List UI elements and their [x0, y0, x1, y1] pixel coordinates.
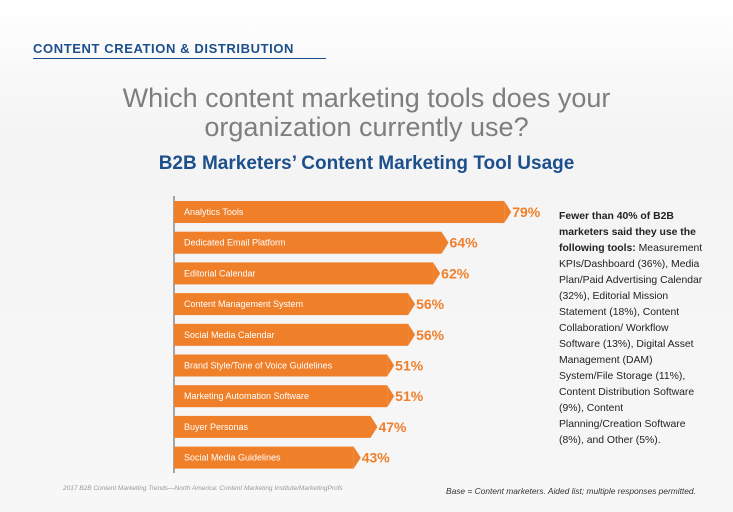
bars-group: Analytics Tools 79% Dedicated Email Platfo… — [174, 201, 541, 469]
bar-value-label: 79% — [512, 204, 541, 220]
bar — [174, 446, 354, 469]
bar-arrow — [504, 201, 512, 223]
bar — [174, 201, 505, 223]
bar-category-label: Social Media Guidelines — [184, 453, 281, 463]
bar — [174, 262, 434, 285]
bar — [174, 354, 388, 377]
bar-value-label: 62% — [441, 265, 470, 281]
bar — [174, 293, 409, 316]
note-panel: Fewer than 40% of B2B marketers said the… — [559, 209, 704, 449]
bar-category-label: Dedicated Email Platform — [184, 238, 286, 248]
section-rule — [33, 58, 326, 59]
bar-value-label: 64% — [450, 235, 479, 251]
bar-arrow — [441, 231, 449, 254]
bar-value-label: 51% — [395, 388, 424, 404]
bar-category-label: Content Management System — [184, 299, 303, 309]
bar-arrow — [408, 323, 416, 346]
note-lead: Fewer than 40% of B2B marketers said the… — [559, 211, 696, 254]
bar-category-label: Social Media Calendar — [184, 330, 275, 340]
bar-arrow — [387, 354, 395, 377]
bar-arrow — [353, 446, 361, 469]
bar-arrow — [387, 385, 395, 408]
bar-category-label: Brand Style/Tone of Voice Guidelines — [184, 361, 333, 371]
bar-arrow — [433, 262, 441, 285]
bar-value-label: 56% — [416, 296, 445, 312]
base-note: Base = Content marketers. Aided list; mu… — [446, 486, 696, 496]
bar-value-label: 47% — [378, 419, 407, 435]
source-citation: 2017 B2B Content Marketing Trends—North … — [63, 485, 343, 492]
section-title: CONTENT CREATION & DISTRIBUTION — [33, 41, 295, 56]
bar-value-label: 51% — [395, 358, 424, 374]
question-heading: Which content marketing tools does your … — [122, 83, 611, 142]
bar-value-label: 56% — [416, 327, 445, 343]
bar — [174, 415, 371, 438]
chart-title: B2B Marketers’ Content Marketing Tool Us… — [158, 153, 575, 174]
bar-category-label: Buyer Personas — [184, 422, 249, 432]
bar-category-label: Analytics Tools — [184, 207, 244, 217]
note-body: Measurement KPIs/Dashboard (36%), Media … — [559, 243, 703, 446]
bar-arrow — [370, 415, 378, 438]
bar — [174, 385, 388, 408]
bar-category-label: Marketing Automation Software — [184, 391, 309, 401]
bar-arrow — [408, 293, 416, 316]
bar — [174, 323, 409, 346]
bar — [174, 231, 442, 254]
bar-value-label: 43% — [362, 450, 391, 466]
bar-category-label: Editorial Calendar — [184, 268, 256, 278]
